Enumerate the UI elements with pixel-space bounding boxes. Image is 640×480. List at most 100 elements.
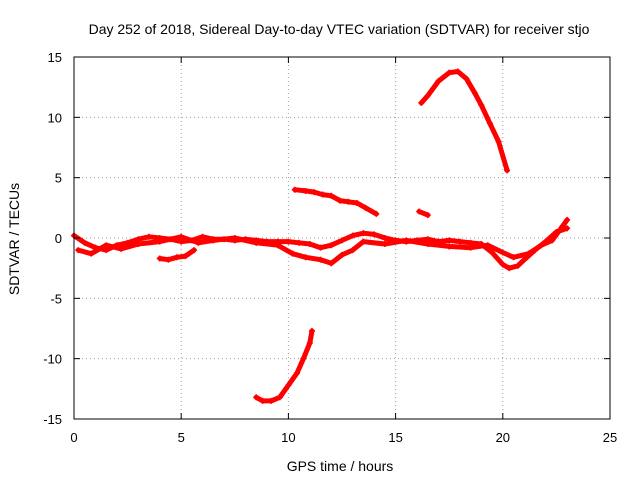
y-tick-label: 10	[48, 110, 62, 125]
y-tick-label: -10	[43, 352, 62, 367]
data-point	[199, 233, 206, 240]
data-point	[456, 238, 463, 245]
data-point	[195, 239, 202, 246]
data-point	[489, 249, 496, 256]
data-point	[435, 78, 442, 85]
data-point	[285, 382, 292, 389]
data-point	[268, 397, 275, 404]
data-point	[403, 237, 410, 244]
data-point	[306, 339, 313, 346]
data-point	[484, 242, 491, 249]
series-segment-8-11h	[253, 327, 315, 404]
data-point	[276, 394, 283, 401]
data-point	[345, 198, 352, 205]
data-point	[454, 68, 461, 75]
data-point	[165, 256, 172, 263]
tick-labels: 0 5 10 15 20 25 -15 -10 -5 0 5 10 15	[43, 50, 617, 445]
data-point	[564, 216, 571, 223]
data-point	[381, 235, 388, 241]
plot-axes	[73, 56, 611, 420]
series-segment-16-20h	[418, 68, 511, 174]
series-line	[75, 217, 570, 266]
data-point	[146, 233, 153, 240]
data-point	[559, 222, 566, 229]
data-point	[302, 254, 309, 261]
data-point	[118, 245, 125, 252]
data-point	[300, 355, 307, 362]
data-point	[486, 120, 493, 127]
data-point	[349, 232, 356, 239]
data-point	[510, 254, 517, 261]
y-tick-label: -5	[50, 291, 62, 306]
data-point	[416, 208, 423, 215]
x-tick-label: 0	[70, 430, 77, 445]
data-point	[182, 253, 189, 260]
data-point	[191, 247, 198, 254]
data-point	[319, 191, 326, 198]
data-point	[424, 92, 431, 99]
y-tick-label: 0	[55, 231, 62, 246]
data-point	[88, 250, 95, 257]
series-segment-10-14h	[291, 186, 380, 217]
data-point	[424, 212, 431, 219]
series-line	[292, 187, 379, 217]
data-point	[308, 327, 315, 334]
series-segment-4-6h	[156, 247, 198, 263]
data-point	[471, 90, 478, 97]
series-segment-16-17h	[416, 208, 431, 219]
data-point	[564, 225, 571, 232]
data-series-layer	[71, 68, 571, 404]
data-point	[328, 260, 335, 267]
data-point	[499, 249, 506, 256]
y-tick-label: 5	[55, 171, 62, 186]
data-point	[210, 237, 217, 244]
data-point	[360, 238, 367, 245]
data-point	[302, 187, 309, 194]
data-point	[336, 197, 343, 204]
data-point	[538, 242, 545, 249]
data-point	[339, 237, 345, 244]
y-tick-label: -15	[43, 412, 62, 427]
data-point	[81, 239, 88, 246]
y-axis-label: SDTVAR / TECUs	[6, 183, 22, 295]
data-point	[285, 238, 292, 245]
y-tick-label: 15	[48, 50, 62, 65]
data-point	[373, 210, 380, 217]
x-tick-label: 15	[388, 430, 402, 445]
data-point	[296, 239, 303, 246]
data-point	[446, 243, 453, 250]
data-point	[156, 238, 163, 245]
data-point	[499, 261, 506, 268]
data-point	[291, 186, 298, 193]
x-axis-label: GPS time / hours	[287, 458, 394, 474]
data-point	[306, 241, 313, 248]
series-baseline-band-b	[75, 216, 571, 267]
data-point	[274, 242, 281, 249]
x-tick-label: 25	[603, 430, 617, 445]
data-point	[317, 256, 324, 263]
data-point	[525, 250, 532, 257]
data-point	[339, 251, 345, 258]
data-point	[253, 239, 260, 246]
data-point	[156, 255, 163, 262]
data-point	[75, 247, 82, 254]
data-point	[293, 370, 300, 377]
data-point	[467, 244, 474, 251]
data-point	[418, 99, 425, 106]
data-point	[328, 192, 335, 199]
data-point	[253, 394, 260, 401]
data-point	[103, 242, 110, 249]
data-point	[354, 200, 361, 207]
data-point	[521, 256, 528, 263]
x-tick-label: 10	[281, 430, 295, 445]
x-tick-label: 5	[178, 430, 185, 445]
data-point	[478, 102, 485, 109]
x-tick-label: 20	[496, 430, 510, 445]
data-point	[446, 237, 453, 244]
data-point	[506, 265, 513, 272]
data-point	[349, 247, 356, 254]
data-point	[231, 235, 238, 241]
data-point	[259, 397, 266, 404]
data-point	[311, 189, 318, 196]
